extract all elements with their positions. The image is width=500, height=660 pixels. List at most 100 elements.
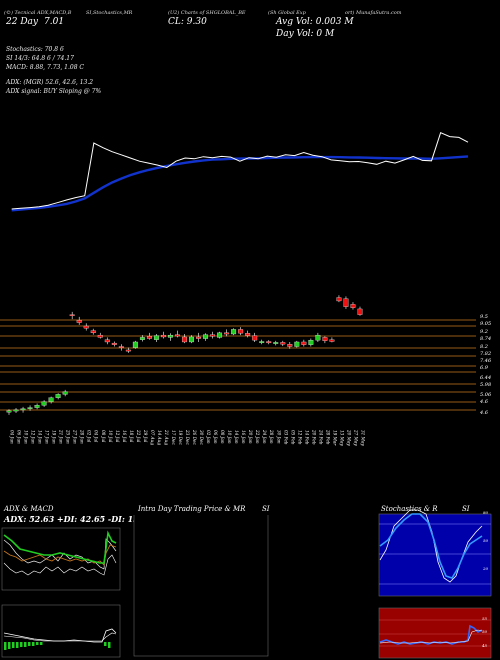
stoch-rsi-panel: 80 50 20 55 50 45 bbox=[378, 509, 492, 659]
date-label: 28 Feb bbox=[325, 429, 330, 445]
adx-panel-values: ADX: 52.63 +DI: 42.65 -DI: 13.24 bbox=[4, 514, 153, 524]
stoch-k-line bbox=[379, 509, 483, 583]
candle bbox=[196, 332, 201, 342]
date-label: 02 Jul bbox=[87, 430, 92, 443]
date-label: 26 Dec bbox=[192, 429, 197, 445]
price-label: 8.2 bbox=[480, 344, 488, 350]
candle bbox=[217, 331, 223, 339]
macd-line bbox=[3, 628, 117, 643]
stoch-level-80: 80 bbox=[483, 510, 489, 515]
avg-volume: Avg Vol: 0.003 M bbox=[276, 17, 354, 27]
price-label: 7.82 bbox=[480, 351, 491, 357]
close-line bbox=[11, 132, 469, 210]
candle bbox=[308, 338, 314, 347]
candle-body bbox=[111, 342, 117, 345]
date-label: 21 Aug bbox=[164, 429, 169, 445]
candle bbox=[62, 389, 68, 397]
adx-line bbox=[3, 530, 117, 564]
header-left-text: (©) Tecnical ADX,MACD,B bbox=[4, 10, 72, 16]
date-label: 16 Jan bbox=[241, 430, 246, 444]
price-label: 5.98 bbox=[480, 382, 491, 388]
ma-line bbox=[11, 155, 469, 212]
candle bbox=[182, 333, 187, 344]
candle bbox=[203, 333, 209, 341]
candle-body bbox=[6, 410, 12, 413]
candle-body bbox=[329, 339, 335, 342]
price-label: 6.9 bbox=[480, 365, 489, 371]
candle-body bbox=[245, 333, 251, 336]
date-label: 28 Jun bbox=[80, 429, 85, 444]
intraday-panel bbox=[133, 515, 269, 657]
candle bbox=[160, 331, 166, 339]
date-label: 21 Jun bbox=[59, 429, 64, 444]
candle-body bbox=[132, 341, 138, 348]
date-label: 06 Jun bbox=[17, 430, 22, 444]
candle-body bbox=[104, 339, 110, 343]
date-label: 12 Jul bbox=[115, 430, 120, 443]
si-line: SI 14/3: 64.8 6 / 74.17 bbox=[6, 55, 74, 62]
candle-body bbox=[27, 407, 33, 409]
candle bbox=[6, 409, 12, 415]
candle-body bbox=[83, 325, 89, 329]
candle bbox=[336, 295, 342, 303]
price-chart: 9.59.05 9.28.74 8.27.827.466.9 6.445.98 5.06… bbox=[0, 132, 492, 446]
candle bbox=[301, 339, 307, 347]
candle-body bbox=[48, 397, 54, 402]
candle bbox=[259, 339, 265, 345]
candle bbox=[13, 408, 19, 414]
adx-macd-panel bbox=[1, 527, 121, 658]
macd-signal-line bbox=[3, 632, 117, 642]
candle-body bbox=[62, 391, 68, 395]
candle-body bbox=[196, 336, 201, 339]
price-label: 5.06 bbox=[480, 392, 492, 398]
rsi-level-45: 45 bbox=[481, 643, 488, 648]
date-label: 10 Jan bbox=[227, 430, 232, 444]
candle-body bbox=[301, 341, 307, 345]
candle bbox=[48, 396, 54, 404]
price-label: 8.74 bbox=[480, 336, 491, 342]
candle bbox=[90, 328, 96, 335]
candles bbox=[6, 295, 363, 415]
candle bbox=[294, 340, 300, 348]
date-label: 31 May bbox=[361, 430, 366, 446]
date-label: 04 Jun bbox=[10, 430, 15, 444]
candle bbox=[343, 296, 349, 309]
stoch-panel-si: SI bbox=[462, 505, 470, 513]
date-label: 29 Jul bbox=[143, 429, 148, 443]
rsi-level-55: 55 bbox=[482, 616, 488, 621]
candle bbox=[41, 400, 47, 407]
candle bbox=[20, 406, 26, 413]
date-label: 08 Jan bbox=[220, 430, 225, 444]
candle bbox=[322, 336, 328, 344]
date-axis: 04 Jun 06 Jun 10 Jun 12 Jun 14 Jun 17 Jun 19 J… bbox=[10, 429, 366, 446]
price-axis: 9.59.05 9.28.74 8.27.827.466.9 6.445.98 5.06… bbox=[479, 314, 492, 416]
candle bbox=[168, 333, 173, 341]
date-label: 22 Jan bbox=[255, 429, 260, 444]
intraday-panel-si: SI bbox=[262, 505, 270, 513]
date-label: 27 May bbox=[353, 429, 358, 446]
candle bbox=[104, 337, 110, 345]
date-label: 12 Feb bbox=[297, 430, 302, 445]
candle bbox=[245, 330, 251, 338]
candle-body bbox=[224, 332, 230, 335]
price-grid bbox=[0, 319, 476, 411]
candle-body bbox=[13, 409, 19, 412]
candle-body bbox=[76, 320, 82, 323]
candle-body bbox=[55, 394, 61, 398]
candle-body bbox=[322, 337, 328, 341]
rsi-signal-line bbox=[379, 629, 483, 644]
macd-line: MACD: 8.88, 7.73, 1.08 C bbox=[6, 64, 85, 71]
day-label: 22 Day bbox=[6, 17, 38, 27]
stoch-d-line bbox=[379, 513, 483, 579]
candle bbox=[224, 329, 230, 337]
price-label: 4.6 bbox=[479, 399, 489, 405]
candle bbox=[287, 341, 293, 349]
date-label: 19 Jun bbox=[52, 430, 57, 444]
date-label: 14 Aug bbox=[157, 430, 162, 445]
date-label: 14 Jun bbox=[38, 430, 43, 444]
date-label: 10 Jun bbox=[24, 430, 29, 444]
candle-body bbox=[315, 334, 321, 341]
date-label: 30 Jan bbox=[276, 430, 281, 444]
candle bbox=[350, 302, 356, 310]
candle bbox=[132, 340, 138, 349]
